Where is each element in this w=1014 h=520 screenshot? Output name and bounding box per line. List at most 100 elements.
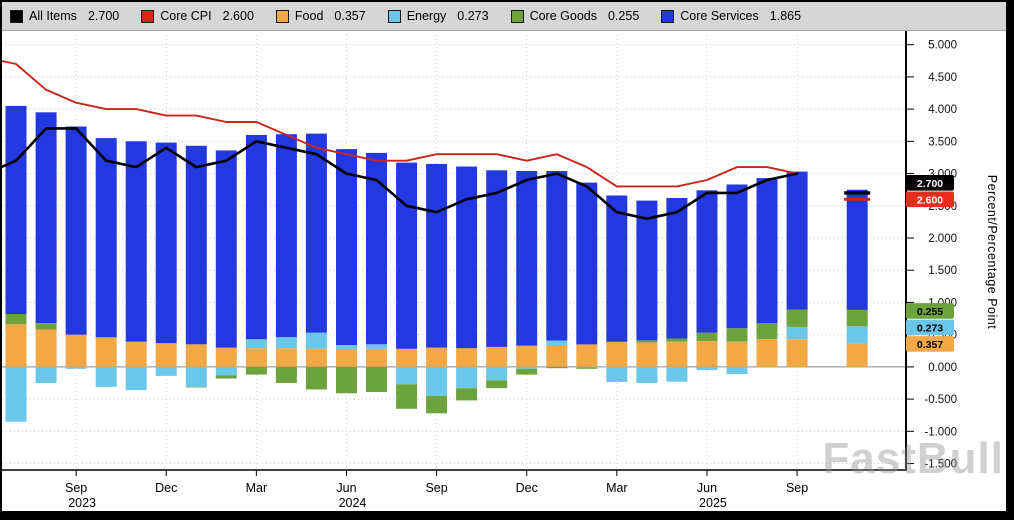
bar-segment-core-services	[35, 112, 57, 323]
value-badge-core-cpi	[906, 191, 954, 208]
bar-segment-core-services	[65, 126, 87, 335]
bar-segment-food	[215, 347, 237, 367]
bar-segment-food	[245, 348, 267, 367]
x-year-label: 2025	[699, 496, 727, 510]
bar-segment-food	[636, 342, 658, 367]
bar-segment-food	[275, 348, 297, 367]
y-tick-label: 2.000	[928, 233, 957, 245]
y-tick-label: 3.500	[928, 136, 957, 148]
bar-segment-food	[606, 341, 628, 367]
bar-segment-core-goods	[756, 323, 778, 340]
bar-segment-food	[35, 329, 57, 367]
x-tick-label: Dec	[155, 481, 177, 495]
legend-item-energy[interactable]: Energy 0.273	[387, 9, 489, 23]
bar-segment-food	[366, 348, 387, 367]
bar-segment-core-goods	[275, 366, 297, 383]
bar-segment-core-goods	[546, 366, 568, 369]
bar-segment-energy	[786, 326, 808, 340]
bar-segment-core-goods	[666, 338, 688, 342]
value-badge-label: 2.600	[917, 194, 943, 206]
bar-segment-energy	[305, 332, 327, 349]
core-cpi-swatch-icon	[141, 9, 155, 23]
core-services-swatch-icon	[661, 9, 675, 23]
bar-segment-core-services	[125, 141, 147, 342]
bar-segment-energy	[516, 366, 538, 369]
y-tick-label: -0.500	[924, 394, 957, 406]
bar-segment-energy	[35, 366, 57, 383]
food-swatch-icon	[275, 9, 289, 23]
bar-segment-energy	[215, 366, 237, 376]
bar-segment-energy	[5, 366, 27, 422]
bar-segment-core-goods	[696, 332, 718, 342]
bar-segment-core-services	[606, 195, 628, 342]
bar-segment-core-services	[185, 145, 207, 345]
bar-segment-energy	[185, 366, 207, 387]
bar-segment-energy	[155, 366, 177, 376]
all-items-swatch-icon	[10, 9, 23, 23]
bar-segment-energy	[576, 366, 598, 368]
bar-segment-core-services	[366, 152, 387, 345]
bar-segment-food	[756, 339, 778, 367]
bar-segment-food	[666, 341, 688, 367]
bar-segment-food	[546, 345, 568, 367]
bar-segment-core-services	[846, 189, 868, 310]
x-tick-label: Sep	[65, 481, 87, 495]
bar-segment-core-services	[636, 200, 658, 341]
bar-segment-food	[125, 341, 147, 367]
value-badge-energy	[906, 319, 954, 336]
value-badge-core-goods	[906, 303, 954, 319]
bar-segment-core-services	[245, 134, 267, 340]
bar-segment-core-goods	[726, 328, 748, 342]
bar-segment-core-services	[336, 149, 357, 345]
x-tick-label: Mar	[606, 481, 628, 495]
bar-segment-energy	[606, 366, 628, 382]
bar-segment-food	[516, 345, 538, 367]
legend-label: All Items	[29, 9, 77, 23]
legend-label: Energy	[406, 9, 447, 23]
bar-segment-energy	[95, 366, 117, 387]
bar-segment-core-services	[486, 170, 508, 347]
y-tick-label: 5.000	[928, 40, 957, 52]
bar-segment-food	[95, 337, 117, 367]
bar-segment-core-services	[426, 163, 448, 348]
legend-item-core-services[interactable]: Core Services 1.865	[661, 9, 801, 23]
bar-segment-core-services	[396, 162, 418, 349]
bar-segment-core-goods	[155, 343, 177, 344]
bar-segment-energy	[726, 366, 748, 374]
y-tick-label: 1.500	[928, 265, 957, 277]
legend-value: 1.865	[769, 9, 802, 23]
bar-segment-energy	[396, 366, 418, 385]
energy-swatch-icon	[387, 9, 401, 23]
bar-segment-food	[155, 343, 177, 367]
bar-segment-core-goods	[215, 375, 237, 379]
y-tick-label: 4.500	[928, 72, 957, 84]
bar-segment-food	[305, 348, 327, 367]
legend-item-food[interactable]: Food 0.357	[275, 9, 366, 23]
bar-segment-core-goods	[185, 386, 207, 388]
bar-segment-energy	[125, 366, 147, 391]
x-tick-label: Jun	[697, 481, 717, 495]
bar-segment-energy	[426, 366, 448, 396]
legend-item-core-goods[interactable]: Core Goods 0.255	[510, 9, 639, 23]
bar-segment-core-services	[516, 171, 538, 346]
bar-segment-core-services	[305, 133, 327, 333]
core-cpi-line	[0, 59, 799, 188]
frame-border-right	[1006, 0, 1014, 520]
bar-segment-energy	[336, 345, 357, 350]
bar-segment-energy	[456, 366, 478, 389]
value-badge-food	[906, 336, 954, 352]
bar-segment-core-goods	[305, 366, 327, 390]
bar-segment-core-services	[456, 166, 478, 349]
all-items-line	[0, 127, 799, 220]
bar-segment-core-goods	[516, 368, 538, 375]
bar-segment-core-goods	[245, 366, 267, 375]
bar-segment-food	[786, 339, 808, 367]
legend-label: Core CPI	[160, 9, 212, 23]
legend-item-core-cpi[interactable]: Core CPI 2.600	[141, 9, 254, 23]
legend-value: 0.273	[457, 9, 489, 23]
legend-item-all-items[interactable]: All Items 2.700	[10, 9, 119, 23]
value-badge-label: 0.357	[917, 339, 943, 351]
y-tick-label: -1.000	[924, 426, 957, 438]
bar-segment-food	[336, 349, 357, 367]
